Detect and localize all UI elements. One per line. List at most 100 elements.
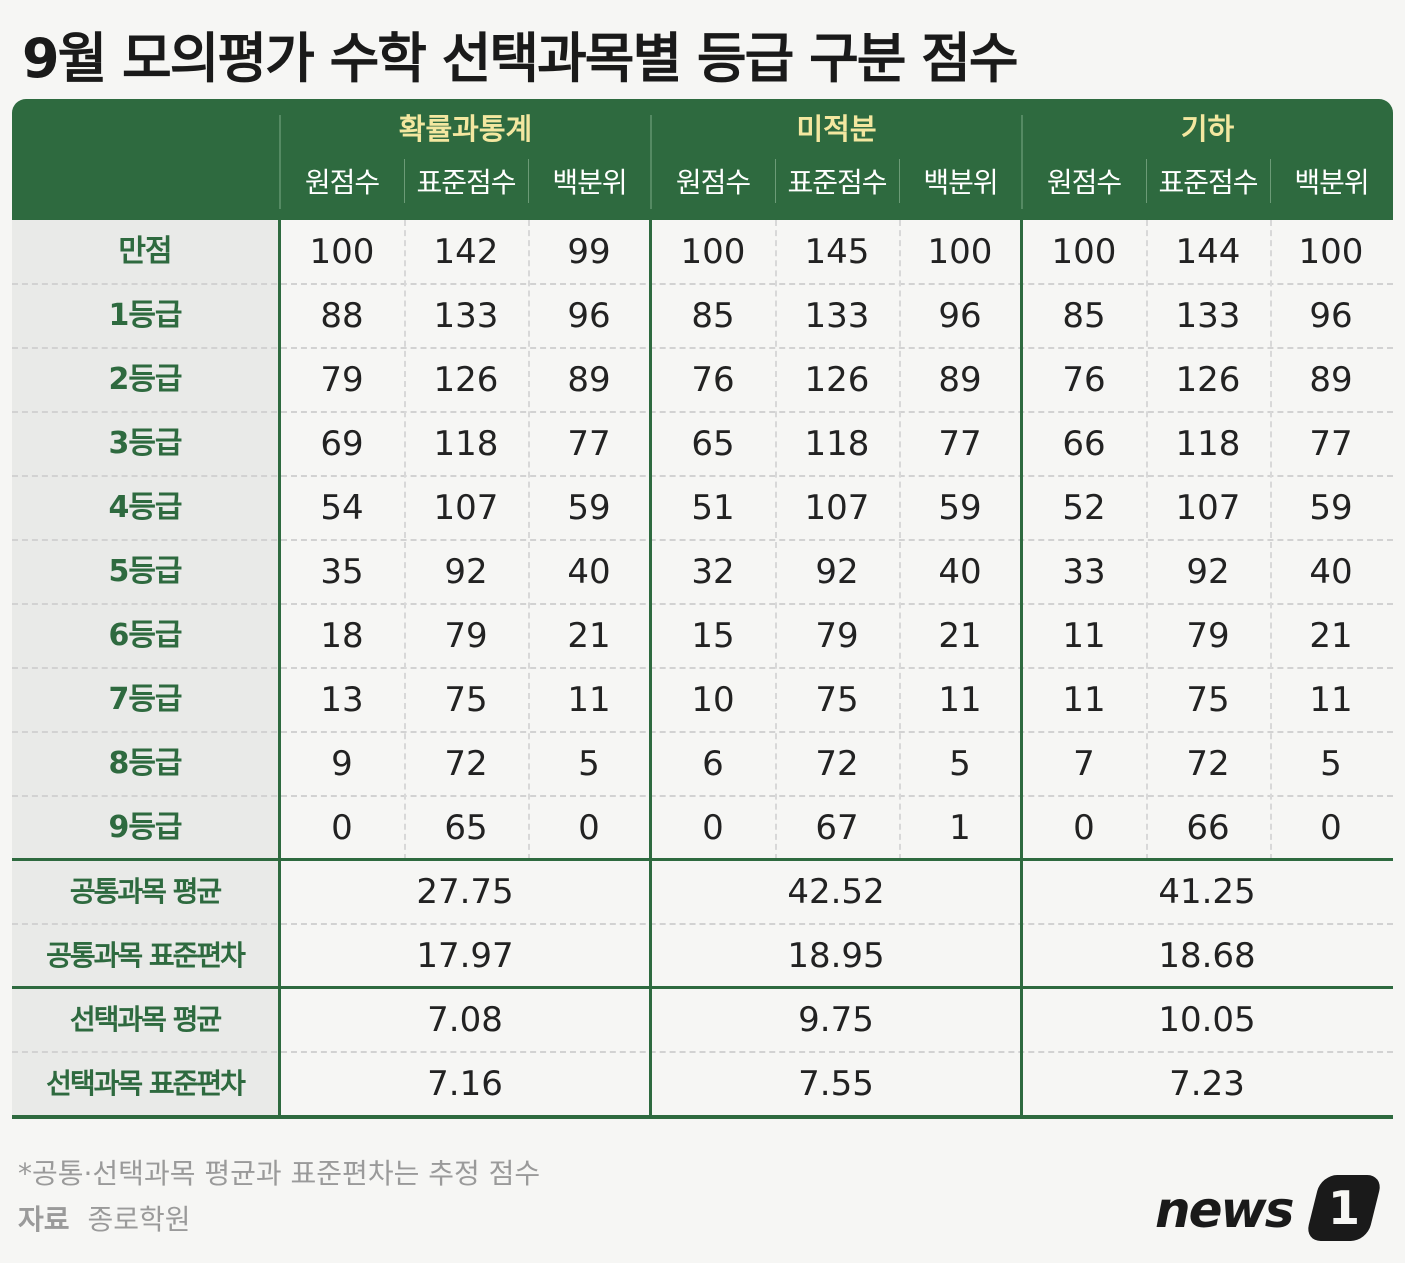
group-divider (649, 220, 652, 1116)
page-title: 9월 모의평가 수학 선택과목별 등급 구분 점수 (22, 27, 1019, 90)
grade-label: 3등급 (108, 426, 182, 461)
table-cell: 92 (1186, 552, 1230, 592)
stat-label: 공통과목 평균 (69, 875, 222, 908)
table-cell: 89 (1309, 360, 1353, 400)
table-cell: 66 (1186, 808, 1230, 848)
row-divider (12, 347, 1393, 349)
column-divider (1270, 220, 1272, 860)
table-cell: 40 (567, 552, 611, 592)
header-divider (1270, 159, 1271, 203)
table-cell: 126 (1175, 360, 1241, 400)
table-cell: 99 (567, 232, 611, 272)
table-cell: 35 (320, 552, 364, 592)
table-cell: 100 (927, 232, 993, 272)
table-cell: 72 (815, 744, 859, 784)
section-divider (12, 986, 1393, 989)
stat-cell: 10.05 (1158, 1000, 1256, 1040)
grade-label: 5등급 (108, 554, 182, 589)
table-cell: 126 (804, 360, 870, 400)
footnote: *공통·선택과목 평균과 표준편차는 추정 점수 (18, 1157, 541, 1190)
grade-label: 6등급 (108, 618, 182, 653)
news1-logo: news 1 (1155, 1175, 1385, 1245)
table-cell: 5 (578, 744, 600, 784)
table-cell: 11 (1062, 680, 1106, 720)
column-header: 원점수 (1046, 166, 1122, 199)
table-cell: 79 (320, 360, 364, 400)
table-cell: 77 (567, 424, 611, 464)
table-cell: 144 (1175, 232, 1241, 272)
row-divider (12, 1051, 1393, 1053)
table-cell: 0 (331, 808, 353, 848)
table-cell: 96 (567, 296, 611, 336)
table-cell: 76 (1062, 360, 1106, 400)
column-divider (404, 220, 406, 860)
group-divider (278, 220, 281, 1116)
table-cell: 7 (1073, 744, 1095, 784)
header-divider (899, 159, 900, 203)
stat-cell: 7.55 (798, 1064, 874, 1104)
table-cell: 11 (1309, 680, 1353, 720)
table-cell: 40 (938, 552, 982, 592)
table-cell: 69 (320, 424, 364, 464)
table-bottom-rule (12, 1115, 1393, 1119)
table-cell: 51 (691, 488, 735, 528)
grade-label: 2등급 (108, 362, 182, 397)
table-cell: 59 (938, 488, 982, 528)
table-cell: 100 (1298, 232, 1364, 272)
table-cell: 75 (444, 680, 488, 720)
table-cell: 107 (1175, 488, 1241, 528)
table-cell: 10 (691, 680, 735, 720)
source-value: 종로학원 (87, 1203, 191, 1236)
table-cell: 126 (433, 360, 499, 400)
table-cell: 11 (1062, 616, 1106, 656)
table-cell: 133 (433, 296, 499, 336)
table-cell: 33 (1062, 552, 1106, 592)
stat-cell: 9.75 (798, 1000, 874, 1040)
header-divider (279, 115, 281, 209)
table-cell: 59 (567, 488, 611, 528)
column-header: 백분위 (923, 166, 998, 199)
header-divider (1021, 115, 1023, 209)
stat-cell: 7.16 (427, 1064, 503, 1104)
row-divider (12, 475, 1393, 477)
table-cell: 145 (804, 232, 870, 272)
table-header: 확률과통계 미적분 기하 원점수 표준점수 백분위 원점수 표준점수 백분위 원… (12, 99, 1393, 220)
column-header: 원점수 (304, 166, 380, 199)
row-divider (12, 795, 1393, 797)
column-header: 표준점수 (787, 166, 887, 199)
stat-cell: 41.25 (1158, 872, 1256, 912)
column-divider (899, 220, 901, 860)
logo-badge-text: 1 (1327, 1181, 1360, 1235)
stat-cell: 7.23 (1169, 1064, 1245, 1104)
header-divider (650, 115, 652, 209)
table-cell: 100 (680, 232, 746, 272)
logo-wordmark: news (1155, 1181, 1294, 1239)
header-divider (528, 159, 529, 203)
table-cell: 118 (1175, 424, 1241, 464)
table-cell: 133 (1175, 296, 1241, 336)
source-label: 자료 (18, 1203, 70, 1236)
stat-label: 공통과목 표준편차 (46, 939, 246, 972)
table-cell: 118 (804, 424, 870, 464)
table-cell: 0 (702, 808, 724, 848)
table-cell: 92 (444, 552, 488, 592)
table-cell: 6 (702, 744, 724, 784)
table-cell: 65 (444, 808, 488, 848)
table-cell: 40 (1309, 552, 1353, 592)
table-cell: 0 (1320, 808, 1342, 848)
column-header: 백분위 (1294, 166, 1369, 199)
stat-label: 선택과목 평균 (69, 1003, 222, 1036)
row-divider (12, 603, 1393, 605)
row-divider (12, 731, 1393, 733)
source: 자료 종로학원 (18, 1198, 191, 1238)
table-cell: 21 (567, 616, 611, 656)
table-cell: 5 (949, 744, 971, 784)
table-cell: 9 (331, 744, 353, 784)
table-cell: 15 (691, 616, 735, 656)
table-cell: 21 (938, 616, 982, 656)
grade-label: 8등급 (108, 746, 182, 781)
table-cell: 92 (815, 552, 859, 592)
table-cell: 32 (691, 552, 735, 592)
table-cell: 100 (1051, 232, 1117, 272)
column-header: 백분위 (552, 166, 627, 199)
